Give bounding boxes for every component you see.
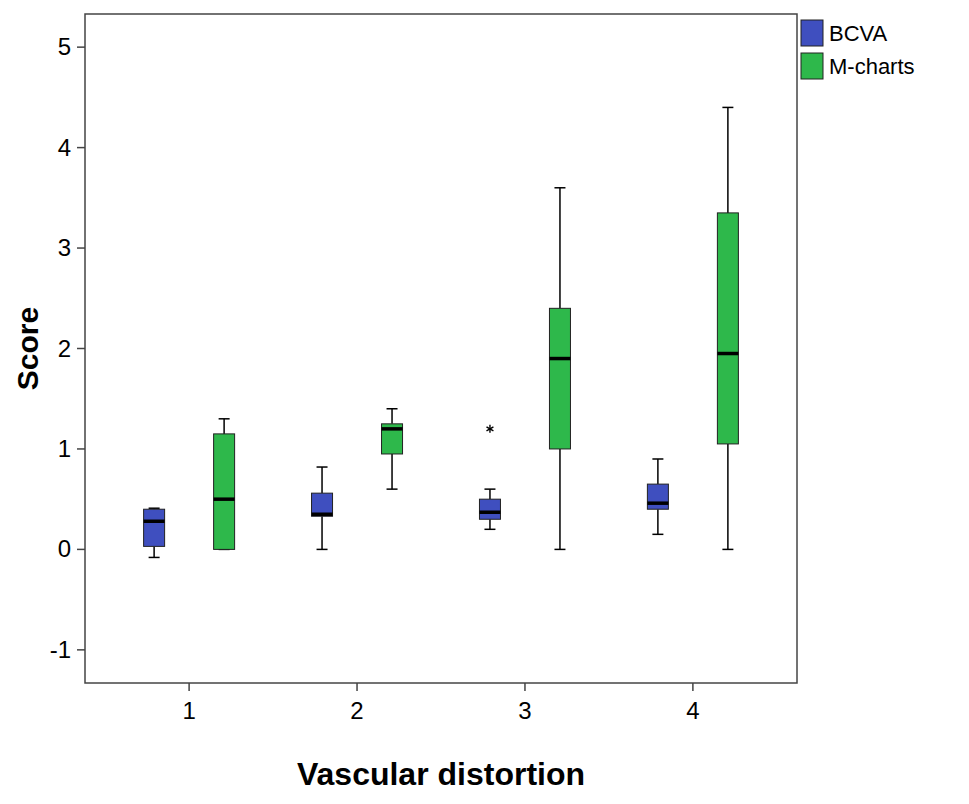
x-tick-label: 3 (518, 697, 531, 724)
y-tick (77, 147, 85, 149)
y-tick-label: 0 (58, 535, 71, 562)
y-tick (77, 348, 85, 350)
y-tick-label: 1 (58, 435, 71, 462)
chart: -1 0 1 2 3 4 5 1 2 3 4 Vascular distortion Score BCVA… (0, 0, 969, 804)
x-tick (692, 683, 694, 691)
lower-whisker (652, 509, 663, 534)
y-axis-label: Score (11, 307, 44, 390)
upper-whisker (554, 188, 565, 309)
legend-label: BCVA (829, 21, 888, 46)
lower-whisker (317, 516, 328, 549)
lower-whisker (484, 519, 495, 529)
x-tick (524, 683, 526, 691)
median (549, 357, 570, 361)
median (717, 352, 738, 356)
box (549, 308, 570, 449)
x-tick-label: 2 (350, 697, 363, 724)
boxes (144, 107, 739, 557)
y-tick-label: -1 (50, 636, 71, 663)
upper-whisker (484, 489, 495, 499)
box (214, 434, 235, 550)
upper-whisker (652, 459, 663, 484)
lower-whisker (387, 454, 398, 489)
legend-label: M-charts (829, 54, 915, 79)
y-tick (77, 549, 85, 551)
x-tick-label: 1 (182, 697, 195, 724)
lower-whisker (149, 546, 160, 557)
median (479, 510, 500, 514)
outlier (486, 425, 493, 433)
box (382, 424, 403, 454)
legend: BCVA M-charts (801, 20, 915, 79)
lower-whisker (722, 444, 733, 549)
x-axis-label: Vascular distortion (297, 756, 585, 792)
y-tick-label: 5 (58, 33, 71, 60)
x-tick (356, 683, 358, 691)
x-tick (188, 683, 190, 691)
plot-frame (85, 14, 797, 683)
y-tick-label: 3 (58, 234, 71, 261)
median (144, 520, 165, 524)
upper-whisker (317, 467, 328, 493)
box (647, 484, 668, 509)
box (312, 493, 333, 516)
box (144, 509, 165, 546)
y-tick (77, 448, 85, 450)
median (312, 512, 333, 516)
upper-whisker (387, 409, 398, 424)
box (479, 499, 500, 519)
y-tick-label: 2 (58, 335, 71, 362)
lower-whisker (554, 449, 565, 549)
median (214, 497, 235, 501)
upper-whisker (722, 107, 733, 212)
legend-swatch (801, 53, 823, 79)
legend-swatch (801, 20, 823, 46)
upper-whisker (219, 419, 230, 434)
median (382, 427, 403, 431)
x-tick-label: 4 (686, 697, 699, 724)
y-tick-label: 4 (58, 134, 71, 161)
median (647, 501, 668, 505)
background (0, 0, 969, 804)
box (717, 213, 738, 444)
y-tick (77, 46, 85, 48)
y-tick (77, 247, 85, 249)
y-tick (77, 649, 85, 651)
